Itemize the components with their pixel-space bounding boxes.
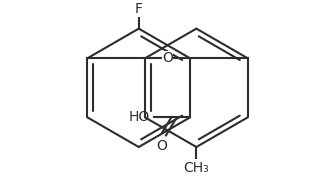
Text: O: O bbox=[162, 51, 173, 65]
Text: O: O bbox=[156, 139, 167, 153]
Text: HO: HO bbox=[128, 110, 149, 124]
Text: F: F bbox=[135, 2, 143, 16]
Text: CH₃: CH₃ bbox=[184, 161, 209, 175]
